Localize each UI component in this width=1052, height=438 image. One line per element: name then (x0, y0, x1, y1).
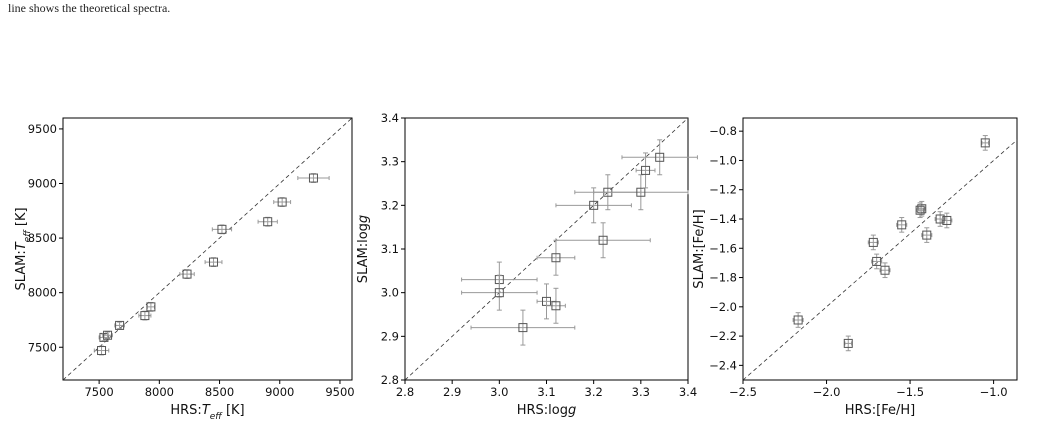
y-tick-label: 2.9 (381, 329, 399, 343)
y-tick-label: −2.2 (709, 329, 737, 343)
y-tick-label: −1.6 (709, 241, 737, 255)
caption: line shows the theoretical spectra. (8, 1, 170, 15)
x-tick-label: 3.4 (679, 385, 697, 399)
label-part: T (202, 403, 211, 418)
label-part: HRS:log (517, 403, 568, 418)
y-tick-label: −2.0 (709, 300, 737, 314)
x-tick-label: 8500 (205, 385, 234, 399)
data-point (277, 197, 287, 207)
data-point (980, 138, 990, 148)
y-tick-label: 8000 (28, 286, 57, 300)
y-tick-label: −1.2 (709, 183, 737, 197)
y-tick-label: 3.3 (381, 155, 399, 169)
data-point (917, 204, 927, 214)
label-part: SLAM:[Fe/H] (692, 209, 707, 288)
x-tick-label: 9000 (265, 385, 294, 399)
y-tick-label: −2.4 (709, 358, 737, 372)
data-point (793, 315, 803, 325)
x-tick-label: 3.0 (490, 385, 508, 399)
label-part: SLAM: (14, 250, 29, 290)
data-point (103, 330, 113, 340)
y-tick-label: −0.8 (709, 124, 737, 138)
data-point (217, 224, 227, 234)
data-point (598, 235, 608, 245)
data-point (182, 269, 192, 279)
x-tick-label: −2.0 (813, 385, 841, 399)
y-tick-label: 3.0 (381, 286, 399, 300)
y-tick-label: 8500 (28, 231, 57, 245)
label-part: SLAM:log (356, 223, 371, 283)
y-axis-label: SLAM:logg (356, 215, 371, 283)
plot-frame (742, 117, 1018, 381)
x-tick-label: 2.9 (443, 385, 461, 399)
y-tick-label: −1.0 (709, 153, 737, 167)
data-point (140, 311, 150, 321)
data-point (115, 320, 125, 330)
data-point (308, 173, 318, 183)
y-tick-label: 3.1 (381, 242, 399, 256)
x-axis-label: HRS:Teff [K] (170, 403, 244, 422)
label-part: eff (23, 229, 33, 243)
x-tick-label: −2.5 (729, 385, 757, 399)
data-point (551, 253, 561, 263)
x-tick-label: −1.0 (980, 385, 1008, 399)
data-point (655, 152, 665, 162)
y-tick-label: 3.4 (381, 111, 399, 125)
data-point (494, 288, 504, 298)
y-tick-label: 7500 (28, 340, 57, 354)
reference-line (742, 139, 1018, 381)
y-tick-label: 3.2 (381, 198, 399, 212)
y-axis-label: SLAM:[Fe/H] (692, 209, 707, 288)
data-point (915, 205, 925, 215)
y-tick-label: 2.8 (381, 373, 399, 387)
data-point (942, 215, 952, 225)
x-tick-label: −1.5 (896, 385, 924, 399)
y-tick-label: −1.4 (709, 212, 737, 226)
data-point (641, 165, 651, 175)
data-point (97, 346, 107, 356)
data-point (935, 214, 945, 224)
label-part: g (568, 403, 576, 418)
label-part: g (356, 215, 371, 223)
label-part: HRS: (170, 403, 201, 418)
data-point (551, 301, 561, 311)
data-point (872, 256, 882, 266)
x-axis-label: HRS:logg (517, 403, 577, 418)
reference-line (404, 117, 689, 381)
y-axis-label: SLAM:Teff [K] (14, 207, 33, 290)
data-point (518, 323, 528, 333)
data-point (636, 187, 646, 197)
x-tick-label: 3.1 (537, 385, 555, 399)
y-tick-label: 9000 (28, 177, 57, 191)
x-tick-label: 9500 (325, 385, 354, 399)
label-part: [K] (222, 403, 245, 418)
data-point (843, 338, 853, 348)
label-part: HRS:[Fe/H] (845, 403, 916, 418)
data-point (868, 237, 878, 247)
y-tick-label: −1.8 (709, 271, 737, 285)
x-tick-label: 3.2 (585, 385, 603, 399)
x-tick-label: 2.8 (396, 385, 414, 399)
data-point (880, 265, 890, 275)
plot-frame (62, 117, 353, 381)
label-part: [K] (14, 207, 29, 230)
x-tick-label: 8000 (145, 385, 174, 399)
y-tick-label: 9500 (28, 122, 57, 136)
data-point (589, 200, 599, 210)
data-point (146, 302, 156, 312)
x-tick-label: 7500 (84, 385, 113, 399)
label-part: eff (210, 412, 224, 422)
data-point (922, 230, 932, 240)
x-tick-label: 3.3 (632, 385, 650, 399)
x-axis-label: HRS:[Fe/H] (845, 403, 916, 418)
label-part: T (14, 241, 29, 250)
data-point (897, 220, 907, 230)
data-point (263, 217, 273, 227)
data-point (209, 257, 219, 267)
